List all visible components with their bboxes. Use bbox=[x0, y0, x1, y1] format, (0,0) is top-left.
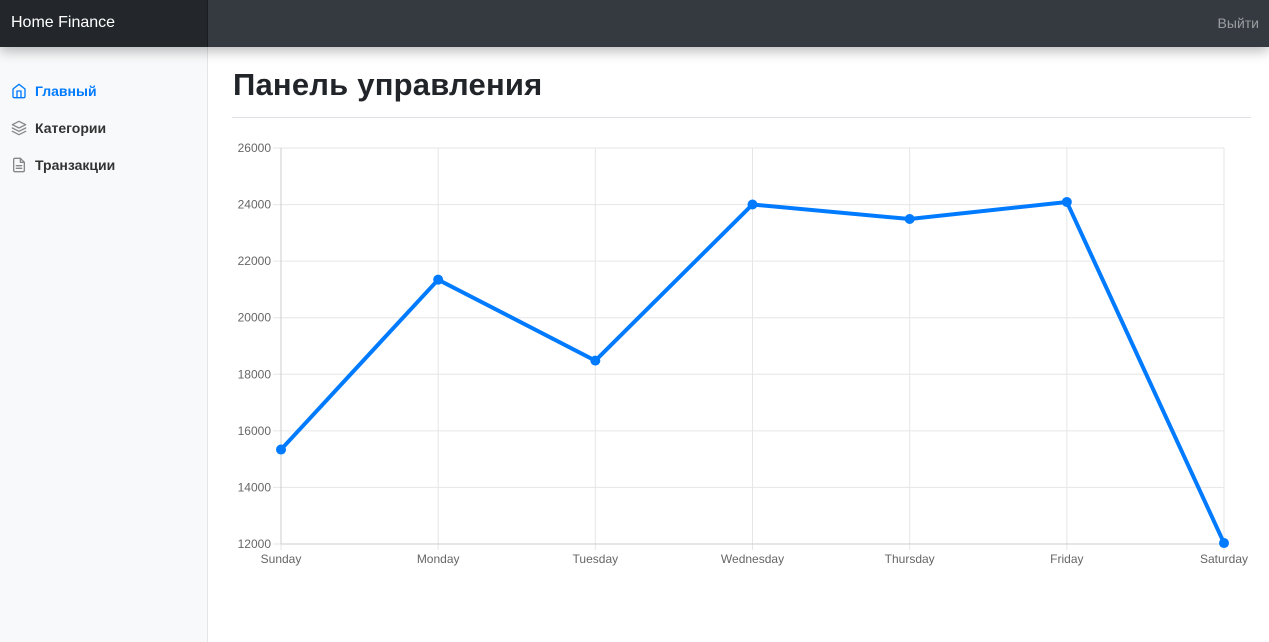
y-tick-label: 18000 bbox=[238, 367, 272, 381]
signout-link[interactable]: Выйти bbox=[1217, 15, 1259, 31]
sidebar-item-transactions[interactable]: Транзакции bbox=[0, 146, 207, 183]
y-tick-label: 12000 bbox=[238, 537, 272, 551]
y-tick-label: 22000 bbox=[238, 254, 272, 268]
file-text-icon bbox=[11, 157, 27, 173]
x-tick-label: Friday bbox=[1050, 552, 1083, 566]
data-point bbox=[1219, 538, 1229, 549]
sidebar-item-label: Главный bbox=[35, 82, 97, 99]
data-point bbox=[747, 199, 758, 210]
data-point bbox=[276, 444, 286, 455]
data-point bbox=[433, 274, 444, 285]
sidebar-item-home[interactable]: Главный bbox=[0, 72, 207, 109]
x-tick-label: Wednesday bbox=[721, 552, 784, 566]
title-divider bbox=[232, 117, 1251, 118]
x-tick-label: Tuesday bbox=[573, 552, 619, 566]
y-tick-label: 24000 bbox=[238, 198, 272, 212]
x-tick-label: Monday bbox=[417, 552, 460, 566]
y-tick-label: 16000 bbox=[238, 424, 272, 438]
home-icon bbox=[11, 83, 27, 99]
y-tick-label: 26000 bbox=[238, 141, 272, 155]
y-tick-label: 20000 bbox=[238, 311, 272, 325]
brand-logo[interactable]: Home Finance bbox=[0, 0, 208, 47]
x-tick-label: Saturday bbox=[1200, 552, 1248, 566]
top-navbar: Home Finance Выйти bbox=[0, 0, 1269, 47]
sidebar-item-label: Категории bbox=[35, 119, 107, 136]
layers-icon bbox=[11, 120, 27, 136]
sidebar: Главный Категории Транзакции bbox=[0, 47, 208, 642]
line-chart: 12000 14000 16000 18000 20000 22000 24000 26000… bbox=[238, 141, 1248, 566]
x-tick-label: Sunday bbox=[261, 552, 302, 566]
data-point bbox=[590, 355, 601, 366]
sidebar-item-categories[interactable]: Категории bbox=[0, 109, 207, 146]
data-point bbox=[904, 214, 915, 225]
main-content: Панель управления 12000 14000 16000 18000 20… bbox=[208, 47, 1269, 642]
x-tick-label: Thursday bbox=[885, 552, 935, 566]
data-point bbox=[1061, 196, 1072, 207]
page-title: Панель управления bbox=[233, 67, 543, 102]
y-tick-label: 14000 bbox=[238, 480, 272, 494]
sidebar-item-label: Транзакции bbox=[35, 156, 116, 173]
